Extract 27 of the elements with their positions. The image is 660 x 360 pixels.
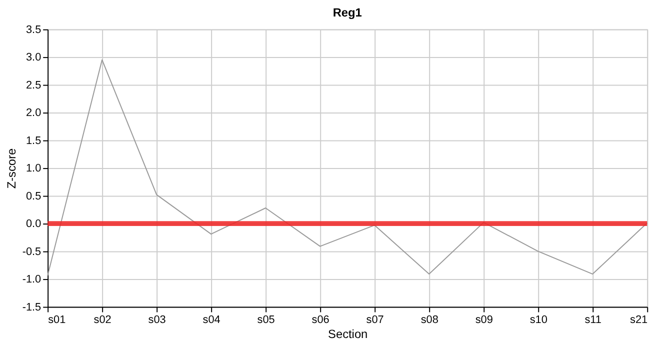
x-tick-label: s09 — [475, 314, 493, 326]
y-tick-label: 0.0 — [26, 218, 42, 230]
y-tick-label: -1.5 — [22, 301, 42, 314]
y-tick-label: 3.5 — [26, 24, 42, 36]
x-tick-label: s02 — [94, 314, 112, 326]
x-tick-label: s10 — [530, 314, 548, 326]
x-tick-label: s03 — [148, 314, 166, 326]
y-tick-label: 3.0 — [26, 52, 42, 64]
y-tick-label: 1.0 — [26, 162, 42, 175]
chart-title: Reg1 — [332, 5, 362, 20]
y-tick-label: 0.5 — [26, 190, 42, 202]
y-tick-label: -0.5 — [22, 246, 42, 258]
x-tick-label: s07 — [366, 314, 384, 326]
y-tick-label: 1.5 — [26, 134, 42, 147]
x-tick-label: s01 — [48, 314, 66, 326]
y-tick-label: 2.0 — [26, 107, 42, 120]
x-tick-label: s06 — [312, 314, 330, 326]
y-tick-label: 2.5 — [26, 79, 42, 92]
x-tick-label: s04 — [202, 314, 220, 326]
x-tick-label: s11 — [584, 314, 602, 326]
x-tick-label: s05 — [257, 314, 275, 326]
y-axis-title: Z-score — [4, 148, 18, 189]
x-tick-label: s08 — [420, 314, 438, 326]
line-series — [47, 59, 648, 276]
y-tick-label: -1.0 — [22, 274, 42, 286]
x-tick-label: s21 — [630, 314, 648, 326]
x-axis-title: Section — [328, 327, 368, 341]
